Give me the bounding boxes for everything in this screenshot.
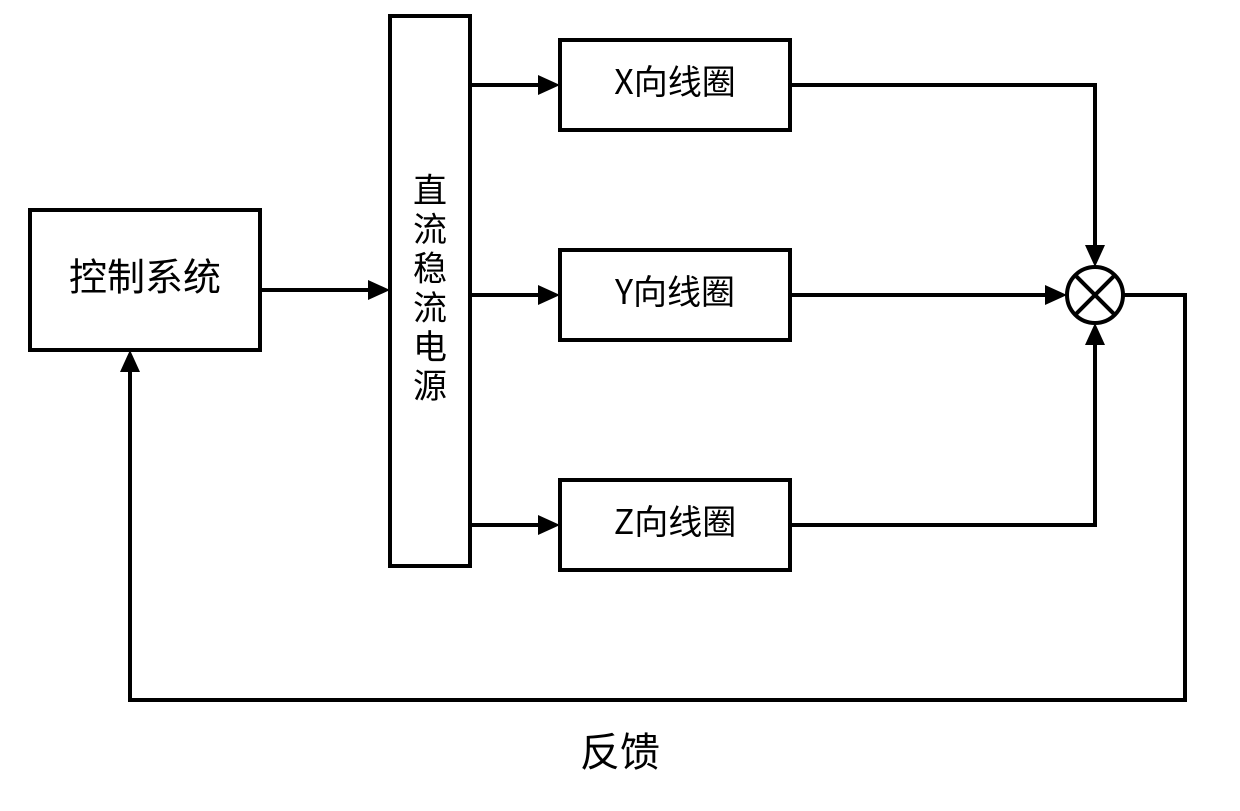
- svg-text:源: 源: [413, 359, 447, 408]
- feedback-label: 反馈: [580, 720, 660, 778]
- coil_x-label: X向线圈: [614, 55, 735, 104]
- coil_z-label: Z向线圈: [614, 495, 737, 544]
- coil_y-label: Y向线圈: [614, 265, 735, 314]
- control-label: 控制系统: [69, 246, 221, 301]
- psu-label: 直流稳流电源: [413, 163, 447, 408]
